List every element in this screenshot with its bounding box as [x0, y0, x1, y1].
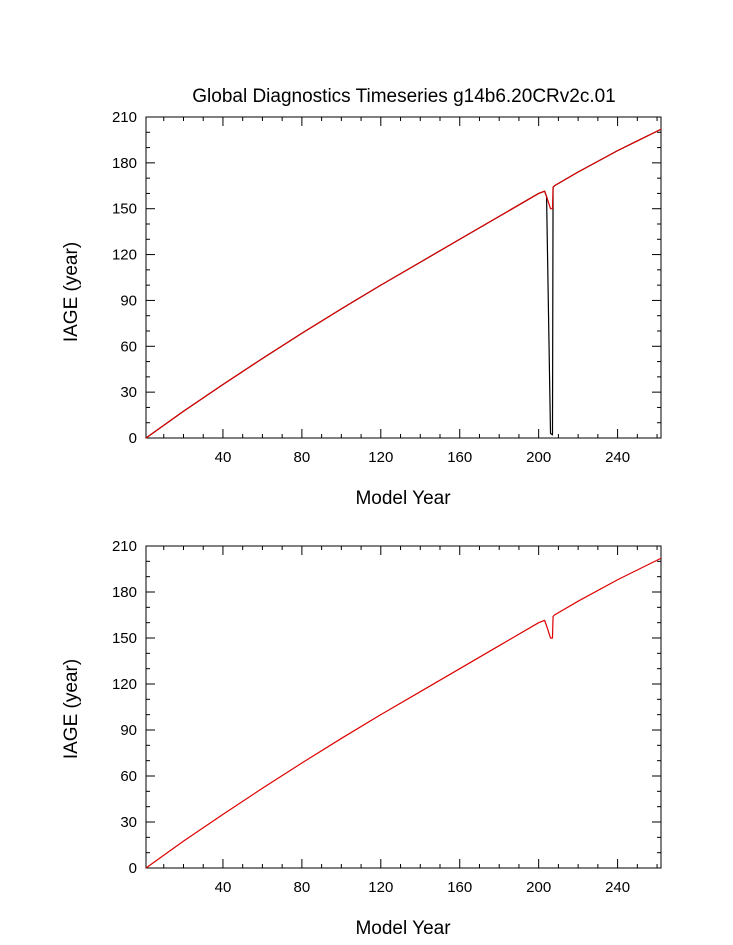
top-x-axis-label: Model Year [355, 488, 451, 509]
bottom-x-axis-label: Model Year [355, 918, 451, 939]
top-plot-frame [145, 116, 662, 439]
y-tick-label: 180 [112, 155, 137, 172]
y-tick-label: 150 [112, 201, 137, 218]
y-tick-label: 180 [112, 584, 137, 601]
x-tick-label: 200 [526, 879, 551, 896]
figure-title: Global Diagnostics Timeseries g14b6.20CR… [192, 86, 616, 107]
bottom-plot-frame [145, 545, 662, 869]
top-panel: 40 80 120 160 200 240 0 30 60 90 120 150 180 210 Mode… [61, 109, 662, 509]
top-series-layer [145, 128, 662, 439]
bottom-series-layer [145, 557, 662, 869]
x-tick-label: 40 [215, 879, 232, 896]
x-tick-label: 120 [368, 879, 393, 896]
bottom-panel: 40 80 120 160 200 240 0 30 60 90 120 150 180 210 Mode… [61, 538, 662, 939]
top-major-ticks [146, 116, 661, 439]
y-tick-label: 0 [129, 860, 137, 877]
y-tick-label: 150 [112, 630, 137, 647]
x-tick-label: 120 [368, 449, 393, 466]
bottom-major-ticks [146, 545, 661, 869]
y-tick-label: 30 [120, 814, 137, 831]
y-tick-label: 120 [112, 676, 137, 693]
y-tick-label: 120 [112, 247, 137, 264]
top-y-axis-label: IAGE (year) [61, 242, 82, 342]
x-tick-label: 200 [526, 449, 551, 466]
x-tick-label: 240 [605, 879, 630, 896]
series-line-0 [145, 128, 662, 439]
y-tick-label: 60 [120, 768, 137, 785]
bottom-y-axis-label: IAGE (year) [61, 659, 82, 759]
x-tick-label: 80 [294, 879, 311, 896]
x-tick-label: 40 [215, 449, 232, 466]
y-tick-label: 90 [120, 292, 137, 309]
y-tick-label: 60 [120, 338, 137, 355]
y-tick-label: 210 [112, 109, 137, 126]
y-tick-label: 30 [120, 384, 137, 401]
y-tick-label: 90 [120, 722, 137, 739]
top-tick-labels: 40 80 120 160 200 240 0 30 60 90 120 150 180 210 [112, 109, 630, 466]
y-tick-label: 0 [129, 430, 137, 447]
y-tick-label: 210 [112, 538, 137, 555]
bottom-tick-labels: 40 80 120 160 200 240 0 30 60 90 120 150 180 210 [112, 538, 630, 896]
x-tick-label: 80 [294, 449, 311, 466]
series-line-1 [145, 128, 662, 439]
x-tick-label: 240 [605, 449, 630, 466]
series-line-0 [145, 557, 662, 869]
x-tick-label: 160 [447, 449, 472, 466]
x-tick-label: 160 [447, 879, 472, 896]
bottom-minor-ticks [146, 546, 661, 868]
top-minor-ticks [146, 117, 661, 438]
